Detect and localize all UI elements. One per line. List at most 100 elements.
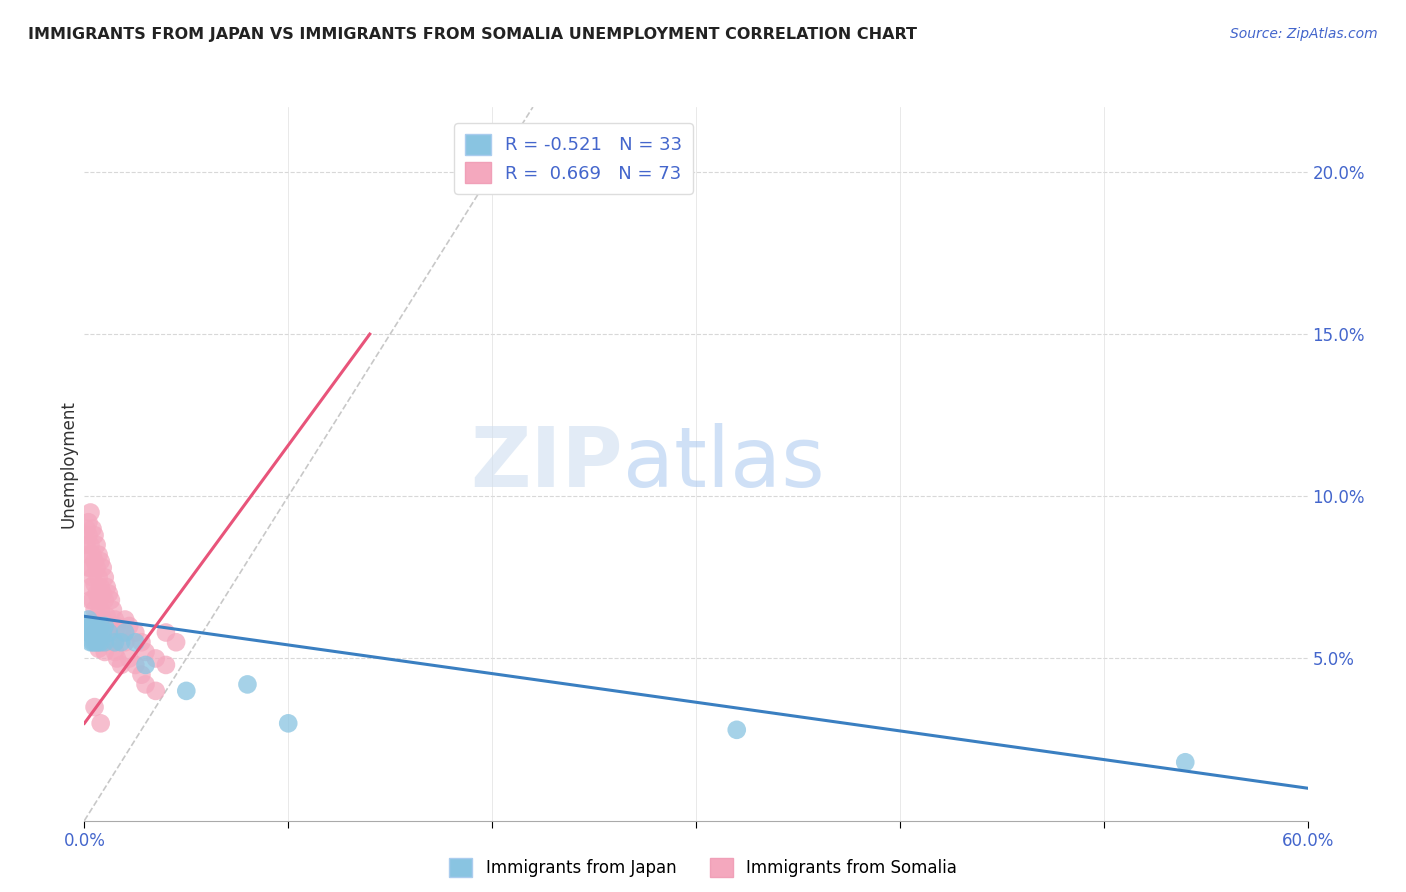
Point <box>83 528 105 542</box>
Point <box>77 528 100 542</box>
Point <box>91 586 114 600</box>
Point <box>97 625 120 640</box>
Point <box>86 560 108 574</box>
Point <box>93 570 117 584</box>
Point <box>104 635 127 649</box>
Point <box>87 619 110 633</box>
Point <box>86 635 108 649</box>
Point <box>135 677 157 691</box>
Point <box>87 593 110 607</box>
Point <box>83 577 105 591</box>
Point <box>91 635 114 649</box>
Point <box>86 625 108 640</box>
Point <box>87 570 110 584</box>
Point <box>97 619 120 633</box>
Point <box>83 554 105 568</box>
Point <box>90 625 112 640</box>
Point <box>91 625 114 640</box>
Point <box>86 609 108 624</box>
Point <box>83 635 105 649</box>
Point <box>93 635 117 649</box>
Point <box>86 538 108 552</box>
Point <box>114 635 136 649</box>
Point <box>90 554 112 568</box>
Point <box>90 603 112 617</box>
Point <box>90 635 112 649</box>
Point <box>87 625 110 640</box>
Point <box>91 613 114 627</box>
Point <box>82 570 104 584</box>
Point <box>135 657 157 672</box>
Point <box>110 625 132 640</box>
Point <box>87 548 110 562</box>
Point <box>236 677 259 691</box>
Point <box>77 560 100 574</box>
Point <box>176 684 198 698</box>
Point <box>82 593 104 607</box>
Y-axis label: Unemployment: Unemployment <box>59 400 77 528</box>
Point <box>75 522 97 536</box>
Point <box>93 645 117 659</box>
Point <box>87 641 110 656</box>
Point <box>91 560 114 574</box>
Point <box>86 586 108 600</box>
Point <box>93 619 117 633</box>
Point <box>79 593 101 607</box>
Point <box>79 625 101 640</box>
Legend: Immigrants from Japan, Immigrants from Somalia: Immigrants from Japan, Immigrants from S… <box>443 851 963 884</box>
Point <box>1174 756 1197 770</box>
Point <box>83 625 105 640</box>
Point <box>105 619 128 633</box>
Point <box>131 667 153 681</box>
Point <box>97 586 120 600</box>
Point <box>83 603 105 617</box>
Point <box>145 651 167 665</box>
Point <box>114 613 136 627</box>
Point <box>79 560 101 574</box>
Point <box>77 548 100 562</box>
Point <box>83 625 105 640</box>
Point <box>101 603 124 617</box>
Point <box>118 651 141 665</box>
Point <box>79 619 101 633</box>
Point <box>83 619 105 633</box>
Legend: R = -0.521   N = 33, R =  0.669   N = 73: R = -0.521 N = 33, R = 0.669 N = 73 <box>454 123 693 194</box>
Point <box>77 515 100 529</box>
Point <box>82 635 104 649</box>
Point <box>83 700 105 714</box>
Point <box>77 625 100 640</box>
Point <box>96 609 118 624</box>
Point <box>104 645 127 659</box>
Point <box>86 619 108 633</box>
Point <box>75 619 97 633</box>
Point <box>118 619 141 633</box>
Point <box>165 635 187 649</box>
Point <box>110 635 132 649</box>
Point <box>93 593 117 607</box>
Point <box>90 716 112 731</box>
Point <box>79 538 101 552</box>
Point <box>155 625 177 640</box>
Text: IMMIGRANTS FROM JAPAN VS IMMIGRANTS FROM SOMALIA UNEMPLOYMENT CORRELATION CHART: IMMIGRANTS FROM JAPAN VS IMMIGRANTS FROM… <box>28 27 917 42</box>
Point <box>90 619 112 633</box>
Point <box>75 538 97 552</box>
Point <box>90 580 112 594</box>
Point <box>100 625 122 640</box>
Point <box>100 593 122 607</box>
Point <box>82 619 104 633</box>
Point <box>82 629 104 643</box>
Point <box>96 580 118 594</box>
Point <box>131 635 153 649</box>
Text: Source: ZipAtlas.com: Source: ZipAtlas.com <box>1230 27 1378 41</box>
Point <box>124 625 146 640</box>
Point <box>110 657 132 672</box>
Point <box>87 635 110 649</box>
Point <box>82 548 104 562</box>
Point <box>104 613 127 627</box>
Text: atlas: atlas <box>623 424 824 504</box>
Text: ZIP: ZIP <box>470 424 623 504</box>
Point <box>79 635 101 649</box>
Point <box>82 522 104 536</box>
Point <box>145 684 167 698</box>
Point <box>124 635 146 649</box>
